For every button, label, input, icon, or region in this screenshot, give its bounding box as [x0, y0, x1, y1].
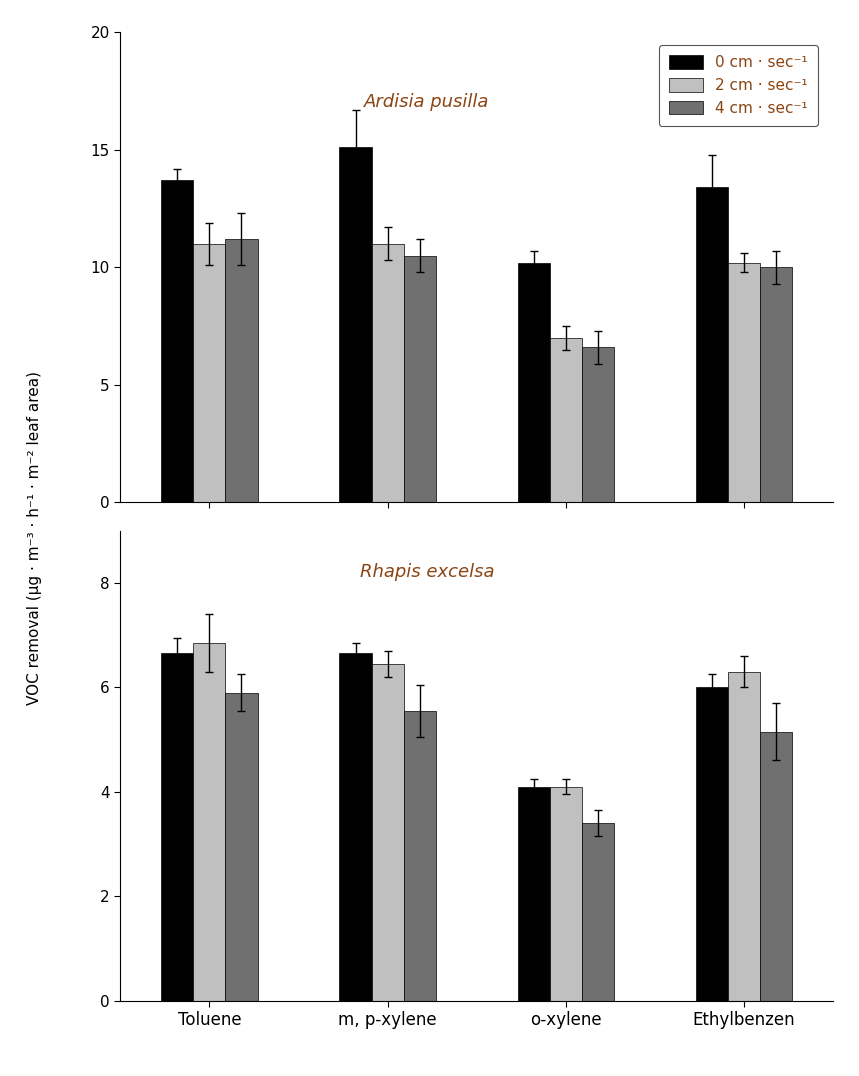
Bar — [760, 732, 792, 1001]
Text: VOC removal (μg · m⁻³ · h⁻¹ · m⁻² leaf area): VOC removal (μg · m⁻³ · h⁻¹ · m⁻² leaf a… — [27, 371, 42, 705]
Bar — [696, 688, 728, 1001]
Bar — [550, 787, 582, 1001]
Bar — [728, 263, 760, 502]
Bar — [582, 348, 614, 502]
Bar — [225, 239, 258, 502]
Bar — [339, 653, 372, 1001]
Bar — [372, 244, 404, 502]
Legend: 0 cm · sec⁻¹, 2 cm · sec⁻¹, 4 cm · sec⁻¹: 0 cm · sec⁻¹, 2 cm · sec⁻¹, 4 cm · sec⁻¹ — [659, 44, 819, 127]
Bar — [518, 263, 550, 502]
Bar — [550, 338, 582, 502]
Bar — [193, 642, 225, 1001]
Bar — [760, 267, 792, 502]
Bar — [339, 147, 372, 502]
Bar — [404, 711, 436, 1001]
Bar — [161, 653, 193, 1001]
Bar — [161, 181, 193, 502]
Bar — [518, 787, 550, 1001]
Bar — [193, 244, 225, 502]
Bar — [582, 823, 614, 1001]
Bar — [404, 256, 436, 502]
Text: Rhapis excelsa: Rhapis excelsa — [360, 564, 494, 581]
Text: Ardisia pusilla: Ardisia pusilla — [364, 94, 490, 112]
Bar — [372, 664, 404, 1001]
Bar — [225, 693, 258, 1001]
Bar — [696, 187, 728, 502]
Bar — [728, 671, 760, 1001]
